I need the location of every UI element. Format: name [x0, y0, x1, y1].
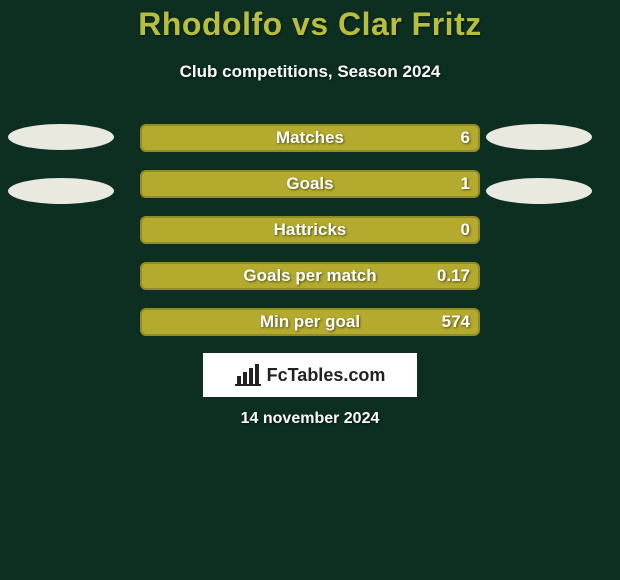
logo-box: FcTables.com [203, 353, 417, 397]
stat-bar [140, 262, 480, 290]
canvas: Rhodolfo vs Clar Fritz Club competitions… [0, 0, 620, 580]
stat-bar [140, 124, 480, 152]
player-right-ellipse-1 [486, 124, 592, 150]
stat-bar [140, 170, 480, 198]
player-right-ellipse-2 [486, 178, 592, 204]
stat-bar [140, 216, 480, 244]
logo-text: FcTables.com [267, 365, 386, 386]
subtitle: Club competitions, Season 2024 [0, 62, 620, 82]
stat-bar [140, 308, 480, 336]
date-text: 14 november 2024 [0, 410, 620, 428]
player-left-ellipse-2 [8, 178, 114, 204]
page-title: Rhodolfo vs Clar Fritz [0, 6, 620, 43]
bar-chart-icon [235, 364, 261, 386]
player-left-ellipse-1 [8, 124, 114, 150]
